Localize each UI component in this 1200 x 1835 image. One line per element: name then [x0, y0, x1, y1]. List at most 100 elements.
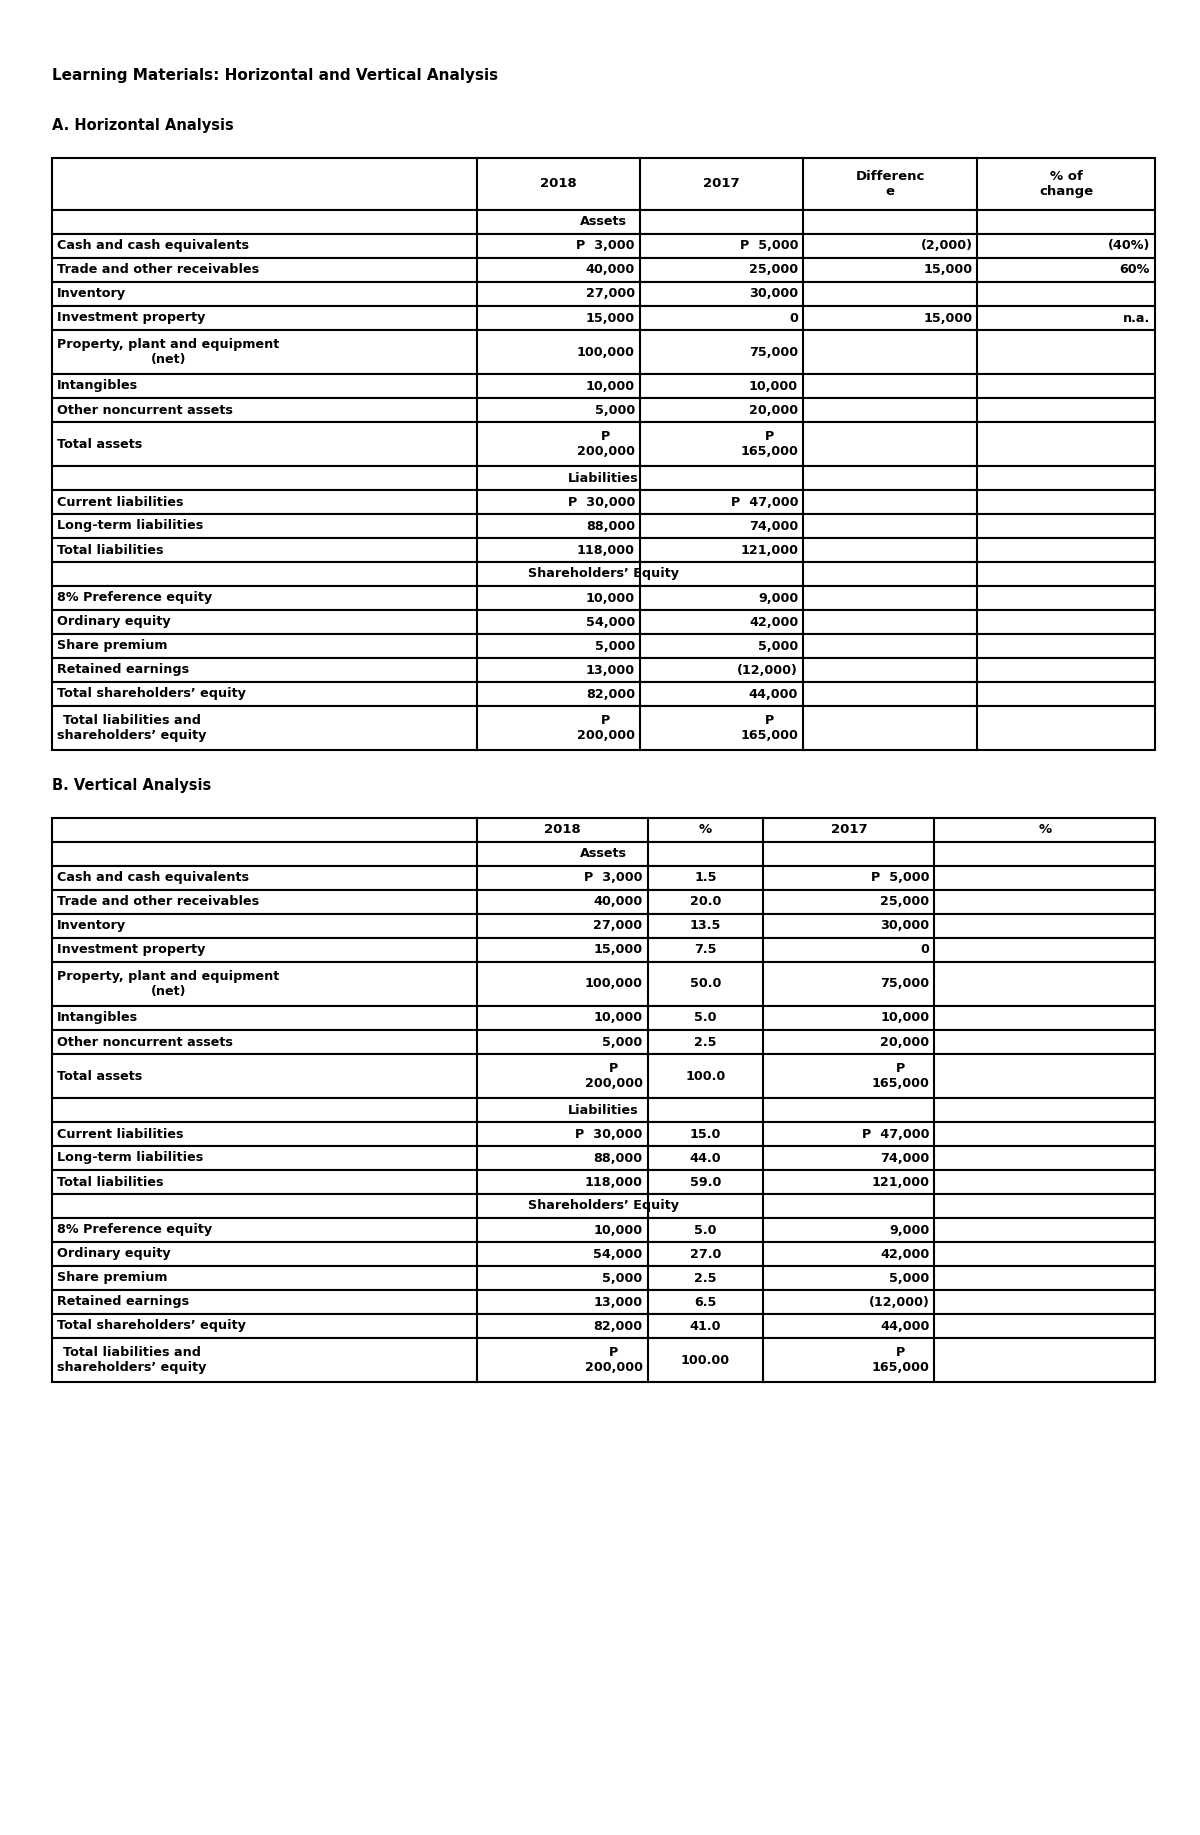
Text: Shareholders’ Equity: Shareholders’ Equity — [528, 1200, 679, 1213]
Text: %: % — [698, 824, 712, 837]
Text: 5,000: 5,000 — [595, 640, 635, 653]
Text: 13,000: 13,000 — [594, 1296, 643, 1308]
Bar — [52, 609, 1154, 635]
Bar — [52, 1097, 1154, 1121]
Text: 121,000: 121,000 — [740, 543, 798, 556]
Text: 20.0: 20.0 — [690, 895, 721, 908]
Bar — [52, 706, 1154, 751]
Text: P
200,000: P 200,000 — [584, 1347, 643, 1374]
Bar — [52, 1006, 1154, 1029]
Text: 5,000: 5,000 — [889, 1272, 930, 1284]
Text: % of
change: % of change — [1039, 171, 1093, 198]
Text: 8% Preference equity: 8% Preference equity — [58, 591, 212, 604]
Text: n.a.: n.a. — [1123, 312, 1150, 325]
Text: 41.0: 41.0 — [690, 1319, 721, 1332]
Text: 75,000: 75,000 — [749, 345, 798, 358]
Text: Cash and cash equivalents: Cash and cash equivalents — [58, 872, 250, 884]
Text: Retained earnings: Retained earnings — [58, 664, 190, 677]
Bar — [52, 866, 1154, 890]
Bar — [52, 683, 1154, 706]
Text: Property, plant and equipment
(net): Property, plant and equipment (net) — [58, 338, 280, 365]
Text: 50.0: 50.0 — [690, 978, 721, 991]
Bar — [52, 330, 1154, 374]
Bar — [52, 158, 1154, 209]
Text: Ordinary equity: Ordinary equity — [58, 1248, 170, 1261]
Text: 30,000: 30,000 — [881, 919, 930, 932]
Bar — [52, 1171, 1154, 1195]
Text: 9,000: 9,000 — [758, 591, 798, 604]
Bar — [52, 466, 1154, 490]
Bar — [52, 259, 1154, 283]
Text: 10,000: 10,000 — [586, 380, 635, 393]
Text: 10,000: 10,000 — [749, 380, 798, 393]
Bar — [52, 538, 1154, 562]
Text: 10,000: 10,000 — [586, 591, 635, 604]
Text: Investment property: Investment property — [58, 943, 205, 956]
Text: P  30,000: P 30,000 — [575, 1127, 643, 1141]
Text: P  30,000: P 30,000 — [568, 495, 635, 508]
Bar — [52, 1029, 1154, 1053]
Text: 25,000: 25,000 — [881, 895, 930, 908]
Text: Inventory: Inventory — [58, 288, 126, 301]
Bar — [52, 635, 1154, 659]
Bar — [52, 659, 1154, 683]
Text: 44.0: 44.0 — [690, 1152, 721, 1165]
Text: 42,000: 42,000 — [749, 615, 798, 629]
Text: 27,000: 27,000 — [586, 288, 635, 301]
Text: B. Vertical Analysis: B. Vertical Analysis — [52, 778, 211, 793]
Text: 42,000: 42,000 — [880, 1248, 930, 1261]
Text: P  47,000: P 47,000 — [862, 1127, 930, 1141]
Text: 15,000: 15,000 — [594, 943, 643, 956]
Text: Total shareholders’ equity: Total shareholders’ equity — [58, 1319, 246, 1332]
Text: 2018: 2018 — [540, 178, 577, 191]
Text: 74,000: 74,000 — [880, 1152, 930, 1165]
Text: Other noncurrent assets: Other noncurrent assets — [58, 1035, 233, 1048]
Bar — [52, 306, 1154, 330]
Text: 118,000: 118,000 — [577, 543, 635, 556]
Text: P
165,000: P 165,000 — [871, 1062, 930, 1090]
Text: A. Horizontal Analysis: A. Horizontal Analysis — [52, 117, 234, 132]
Text: 60%: 60% — [1120, 264, 1150, 277]
Bar — [52, 1290, 1154, 1314]
Text: Assets: Assets — [580, 848, 628, 861]
Text: 0: 0 — [920, 943, 930, 956]
Text: P  3,000: P 3,000 — [576, 240, 635, 253]
Text: 40,000: 40,000 — [593, 895, 643, 908]
Bar — [52, 1242, 1154, 1266]
Text: 2017: 2017 — [703, 178, 740, 191]
Text: 2018: 2018 — [544, 824, 581, 837]
Text: 5,000: 5,000 — [602, 1035, 643, 1048]
Bar — [52, 585, 1154, 609]
Text: Current liabilities: Current liabilities — [58, 495, 184, 508]
Bar — [52, 1338, 1154, 1382]
Text: Intangibles: Intangibles — [58, 380, 138, 393]
Text: P  3,000: P 3,000 — [584, 872, 643, 884]
Bar — [52, 1147, 1154, 1171]
Text: 100.00: 100.00 — [680, 1354, 730, 1367]
Text: Retained earnings: Retained earnings — [58, 1296, 190, 1308]
Bar — [52, 398, 1154, 422]
Text: Other noncurrent assets: Other noncurrent assets — [58, 404, 233, 417]
Bar — [52, 1218, 1154, 1242]
Text: Shareholders’ Equity: Shareholders’ Equity — [528, 567, 679, 580]
Text: 5,000: 5,000 — [758, 640, 798, 653]
Text: Total liabilities: Total liabilities — [58, 1176, 163, 1189]
Bar — [52, 1121, 1154, 1147]
Text: 75,000: 75,000 — [881, 978, 930, 991]
Text: Share premium: Share premium — [58, 640, 168, 653]
Bar — [52, 235, 1154, 259]
Text: Share premium: Share premium — [58, 1272, 168, 1284]
Text: 10,000: 10,000 — [594, 1224, 643, 1237]
Bar — [52, 422, 1154, 466]
Text: 20,000: 20,000 — [749, 404, 798, 417]
Text: Long-term liabilities: Long-term liabilities — [58, 1152, 203, 1165]
Text: 13,000: 13,000 — [586, 664, 635, 677]
Text: 9,000: 9,000 — [889, 1224, 930, 1237]
Text: Cash and cash equivalents: Cash and cash equivalents — [58, 240, 250, 253]
Text: 40,000: 40,000 — [586, 264, 635, 277]
Text: 2.5: 2.5 — [695, 1272, 716, 1284]
Text: 25,000: 25,000 — [749, 264, 798, 277]
Text: Assets: Assets — [580, 215, 628, 229]
Text: 44,000: 44,000 — [880, 1319, 930, 1332]
Text: 100,000: 100,000 — [577, 345, 635, 358]
